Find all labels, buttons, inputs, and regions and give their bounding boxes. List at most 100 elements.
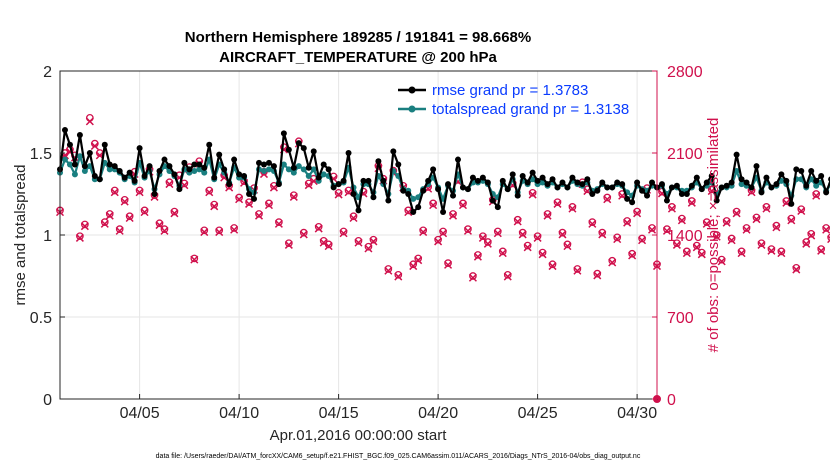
obs-assimilated-point — [419, 228, 428, 237]
rmse-point — [489, 197, 496, 204]
y-axis-label: rmse and totalspread — [12, 165, 29, 306]
rmse-point — [236, 171, 243, 178]
obs-assimilated-point — [434, 237, 443, 246]
rmse-point — [803, 182, 810, 189]
obs-assimilated-point — [732, 209, 741, 218]
rmse-point — [544, 181, 551, 188]
obs-possible-point — [459, 199, 467, 208]
rmse-point — [614, 179, 621, 186]
obs-possible-point — [125, 212, 134, 221]
obs-assimilated-point — [722, 218, 731, 227]
obs-possible-point — [633, 207, 641, 216]
obs-possible-point — [464, 225, 472, 233]
obs-possible-point — [429, 199, 437, 208]
obs-possible-point — [673, 239, 681, 248]
obs-assimilated-point — [115, 226, 124, 235]
obs-possible-point — [474, 251, 482, 259]
obs-possible-point — [767, 245, 776, 253]
obs-assimilated-point — [593, 271, 602, 280]
spread-point — [196, 166, 203, 173]
obs-assimilated-point — [767, 246, 776, 255]
rmse-point — [251, 195, 258, 202]
rmse-point — [728, 179, 735, 186]
obs-assimilated-point — [473, 252, 482, 261]
obs-assimilated-point — [245, 199, 254, 208]
rmse-point — [226, 181, 233, 188]
obs-assimilated-point — [603, 195, 612, 204]
rmse-point — [370, 194, 377, 201]
obs-assimilated-point — [787, 216, 796, 225]
obs-possible-point — [682, 247, 691, 256]
obs-assimilated-point — [429, 201, 438, 210]
rmse-point — [76, 131, 83, 138]
obs-assimilated-point — [324, 242, 333, 251]
x-tick-label: 04/25 — [518, 405, 558, 422]
obs-assimilated-point — [349, 213, 358, 223]
obs-possible-point — [205, 186, 214, 195]
obs-possible-point — [613, 233, 622, 242]
rmse-point — [206, 141, 213, 148]
obs-assimilated-point — [638, 236, 647, 245]
obs-assimilated-point — [314, 224, 323, 233]
obs-possible-point — [334, 188, 343, 197]
obs-assimilated-point — [528, 190, 537, 199]
rmse-point — [345, 150, 352, 156]
rmse-point — [385, 197, 392, 204]
rmse-point — [395, 161, 402, 168]
obs-assimilated-point — [523, 243, 532, 252]
obs-possible-point — [697, 248, 706, 257]
rmse-point — [435, 186, 442, 193]
rmse-point — [111, 163, 118, 170]
rmse-point — [176, 186, 183, 193]
obs-possible-point — [762, 203, 771, 211]
obs-assimilated-point — [737, 249, 746, 258]
obs-possible-point — [314, 222, 323, 231]
rmse-point — [191, 161, 198, 168]
rmse-point — [589, 191, 596, 197]
rmse-point — [101, 141, 108, 148]
rmse-point — [355, 207, 362, 214]
obs-assimilated-point — [448, 211, 458, 220]
obs-possible-point — [792, 263, 801, 272]
rmse-point — [469, 174, 476, 181]
obs-assimilated-point — [543, 211, 552, 220]
obs-possible-point — [588, 218, 597, 226]
rmse-point — [445, 181, 452, 188]
obs-assimilated-point — [623, 218, 632, 227]
obs-assimilated-point — [394, 272, 403, 281]
obs-possible-point — [105, 210, 114, 218]
rmse-point — [718, 184, 725, 191]
obs-assimilated-point — [802, 239, 811, 248]
rmse-point — [693, 174, 700, 181]
obs-possible-point — [503, 270, 512, 279]
obs-possible-point — [319, 237, 328, 245]
obs-assimilated-point — [135, 188, 144, 197]
obs-assimilated-point — [573, 266, 582, 275]
obs-possible-point — [663, 225, 671, 233]
rmse-point — [723, 182, 730, 189]
rmse-point — [663, 197, 670, 204]
rmse-point — [484, 179, 491, 186]
rmse-point — [579, 181, 586, 188]
obs-possible-point — [265, 199, 273, 208]
rmse-point — [290, 164, 297, 171]
obs-assimilated-point — [120, 197, 129, 206]
rmse-point — [126, 169, 133, 176]
obs-possible-point — [160, 225, 169, 233]
rmse-point — [270, 163, 277, 170]
obs-assimilated-point — [647, 225, 657, 234]
obs-possible-point — [692, 241, 701, 250]
spread-point — [66, 161, 73, 168]
chart-subtitle: AIRCRAFT_TEMPERATURE @ 200 hPa — [219, 49, 497, 66]
rmse-point — [554, 184, 561, 191]
rmse-point — [753, 163, 760, 170]
y-tick-label: 0 — [43, 392, 52, 409]
rmse-point — [778, 171, 785, 178]
rmse-point — [594, 187, 601, 194]
obs-possible-point — [568, 203, 577, 211]
obs-possible-point — [419, 226, 428, 235]
obs-assimilated-point — [762, 204, 771, 213]
rmse-point — [758, 189, 765, 196]
spread-point — [61, 156, 68, 163]
rmse-point — [106, 161, 113, 168]
